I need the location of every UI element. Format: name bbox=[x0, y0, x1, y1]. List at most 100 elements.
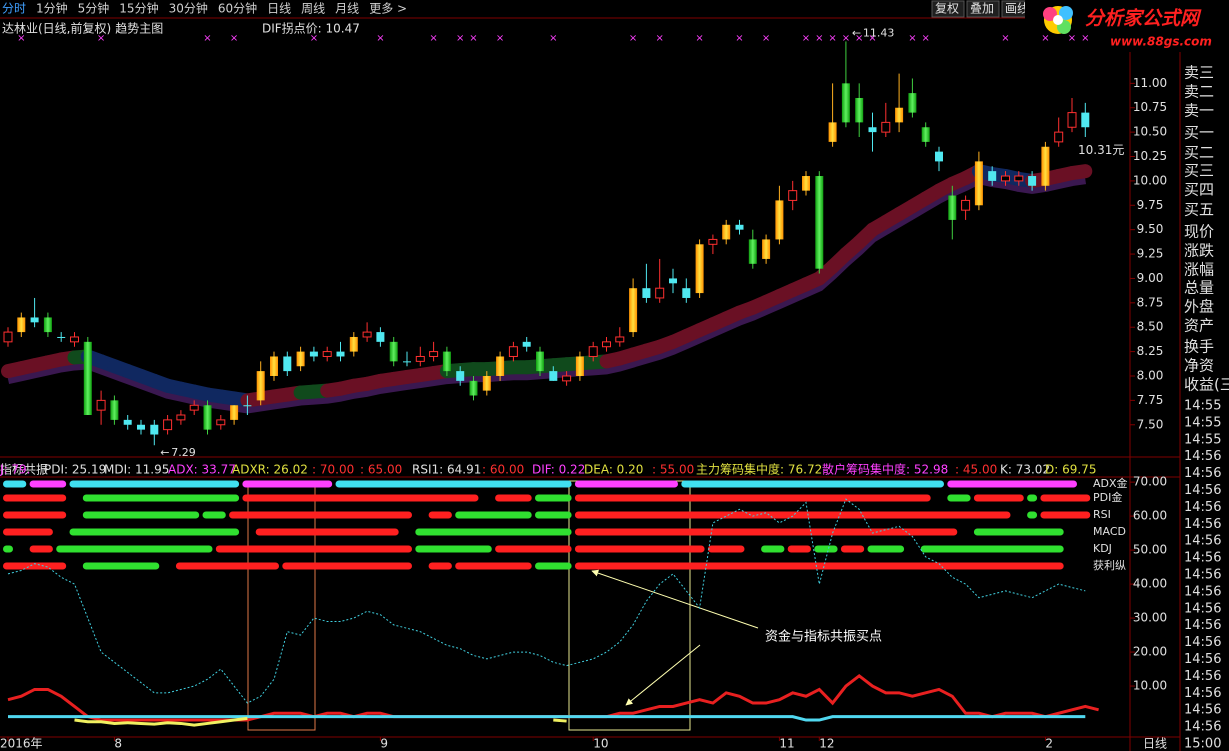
signal-segment bbox=[455, 511, 532, 519]
trade-time: 14:55 bbox=[1184, 399, 1221, 414]
x-tick-label: 9 bbox=[380, 737, 388, 751]
candle-body bbox=[1014, 175, 1024, 182]
candle-body bbox=[908, 93, 917, 113]
signal-segment bbox=[242, 480, 333, 488]
signal-row-label: 获利纵 bbox=[1093, 559, 1126, 572]
signal-marker: × bbox=[469, 33, 477, 44]
indicator-line bbox=[7, 498, 1086, 704]
candle-body bbox=[961, 199, 971, 211]
candle-body bbox=[296, 351, 305, 367]
toolbar-button[interactable]: 画线 bbox=[1005, 2, 1029, 16]
x-tick-label: 12 bbox=[819, 737, 834, 751]
logo: 分析家公式网 www.88gs.com bbox=[1025, 0, 1229, 52]
candle-body bbox=[615, 336, 625, 343]
candle-body bbox=[841, 83, 850, 123]
signal-segment bbox=[973, 528, 1064, 536]
signal-segment bbox=[202, 511, 226, 519]
signal-segment bbox=[415, 528, 572, 536]
indicator-value: 指标共振 bbox=[0, 462, 48, 477]
signal-marker: × bbox=[695, 33, 703, 44]
signal-marker: × bbox=[456, 33, 464, 44]
trade-time: 14:56 bbox=[1184, 601, 1221, 616]
logo-title: 分析家公式网 bbox=[1085, 8, 1202, 30]
signal-segment bbox=[495, 494, 532, 502]
toolbar-tab[interactable]: 5分钟 bbox=[78, 1, 110, 16]
quote-label: 净资 bbox=[1184, 357, 1214, 375]
candle-body bbox=[230, 405, 239, 420]
extreme-label: 11.43 bbox=[863, 26, 895, 39]
trade-time: 14:56 bbox=[1184, 449, 1221, 464]
candle-body bbox=[442, 351, 451, 372]
signal-segment bbox=[574, 494, 931, 502]
y-tick-label: 10.75 bbox=[1133, 100, 1167, 114]
candle-body bbox=[30, 317, 39, 323]
logo-petal bbox=[1059, 6, 1073, 20]
ribbon-segment bbox=[1065, 164, 1093, 181]
indicator-value: J: 79. bbox=[0, 463, 30, 477]
candle-body bbox=[336, 351, 345, 357]
signal-marker: × bbox=[1068, 33, 1076, 44]
toolbar-tab[interactable]: 更多 > bbox=[369, 2, 407, 16]
candle-body bbox=[1067, 112, 1077, 128]
candle-body bbox=[415, 355, 425, 362]
candle-body bbox=[403, 361, 411, 363]
signal-segment bbox=[535, 494, 572, 502]
candle-body bbox=[788, 190, 798, 201]
signal-segment bbox=[29, 545, 53, 553]
toolbar-tab[interactable]: 60分钟 bbox=[218, 1, 257, 16]
toolbar-tab[interactable]: 月线 bbox=[335, 2, 359, 16]
extreme-arrow: ← bbox=[160, 446, 169, 459]
trade-time: 14:56 bbox=[1184, 618, 1221, 633]
candle-body bbox=[735, 224, 744, 230]
trade-time: 14:55 bbox=[1184, 432, 1221, 447]
indicator-value: DEA: 0.20 bbox=[584, 463, 643, 477]
candle-body bbox=[508, 346, 518, 357]
indicator-value: : 65.00 bbox=[360, 463, 402, 477]
signal-segment bbox=[814, 545, 838, 553]
candle-body bbox=[349, 336, 358, 352]
period-label: 日线 bbox=[1143, 737, 1167, 751]
signal-marker: × bbox=[496, 33, 504, 44]
toolbar-tab[interactable]: 周线 bbox=[301, 2, 325, 16]
candle-body bbox=[588, 346, 598, 357]
toolbar-button[interactable]: 复权 bbox=[935, 2, 959, 16]
toolbar-button[interactable]: 叠加 bbox=[970, 2, 994, 16]
candle-body bbox=[189, 404, 199, 411]
signal-row-label: PDI金 bbox=[1093, 490, 1122, 504]
signal-segment bbox=[175, 562, 279, 570]
toolbar-tab[interactable]: 1分钟 bbox=[36, 1, 68, 16]
quote-label: 涨幅 bbox=[1184, 261, 1214, 279]
signal-marker: × bbox=[1041, 33, 1049, 44]
indicator-value: MDI: 11.95 bbox=[104, 463, 169, 477]
toolbar-tab[interactable]: 日线 bbox=[267, 2, 291, 16]
indicator-value: : 45.00 bbox=[955, 463, 997, 477]
signal-marker: × bbox=[855, 33, 863, 44]
logo-center bbox=[1053, 15, 1063, 25]
candle-body bbox=[549, 371, 558, 381]
signal-segment bbox=[335, 480, 572, 488]
indicator-value: : 60.00 bbox=[482, 463, 524, 477]
toolbar-tab[interactable]: 分时 bbox=[2, 2, 26, 16]
candle-body bbox=[988, 171, 997, 181]
extreme-label: 7.29 bbox=[171, 446, 196, 459]
signal-segment bbox=[3, 511, 67, 519]
trade-time: 14:56 bbox=[1184, 720, 1221, 735]
annotation: 资金与指标共振买点 bbox=[765, 629, 882, 645]
y-tick-label: 10.50 bbox=[1133, 125, 1167, 139]
y-tick-label: 8.25 bbox=[1137, 344, 1164, 358]
signal-row-label: MACD bbox=[1093, 525, 1126, 538]
signal-segment bbox=[82, 511, 200, 519]
signal-row-label: RSI bbox=[1093, 508, 1111, 521]
indicator-line bbox=[553, 718, 567, 723]
signal-marker: × bbox=[429, 33, 437, 44]
signal-segment bbox=[840, 545, 865, 553]
y-tick-label: 8.75 bbox=[1137, 295, 1164, 309]
y-tick-label: 9.00 bbox=[1137, 271, 1164, 285]
signal-segment bbox=[574, 480, 678, 488]
candle-body bbox=[868, 127, 877, 133]
toolbar-tab[interactable]: 30分钟 bbox=[169, 1, 208, 16]
y-tick-label: 50.00 bbox=[1133, 543, 1167, 557]
toolbar-tab[interactable]: 15分钟 bbox=[119, 1, 158, 16]
quote-label: 收益(三) bbox=[1184, 376, 1229, 394]
